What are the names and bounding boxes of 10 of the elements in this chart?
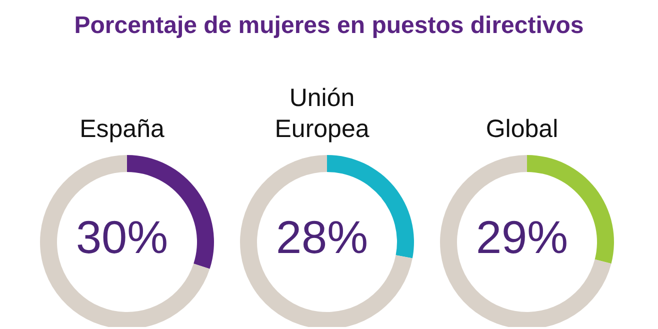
chart-subtitle: Global bbox=[484, 114, 560, 145]
chart-subtitle: Unión Europea bbox=[274, 83, 370, 145]
donut-slice bbox=[440, 155, 612, 327]
text: Porcentaje de mujeres en puestos directivos bbox=[73, 12, 585, 40]
donut-slice bbox=[40, 155, 210, 327]
text: 30% bbox=[74, 210, 170, 265]
chart-subtitle: España bbox=[78, 114, 166, 145]
donut-slice bbox=[240, 155, 412, 327]
text: 29% bbox=[474, 210, 570, 265]
text: 28% bbox=[274, 210, 370, 265]
